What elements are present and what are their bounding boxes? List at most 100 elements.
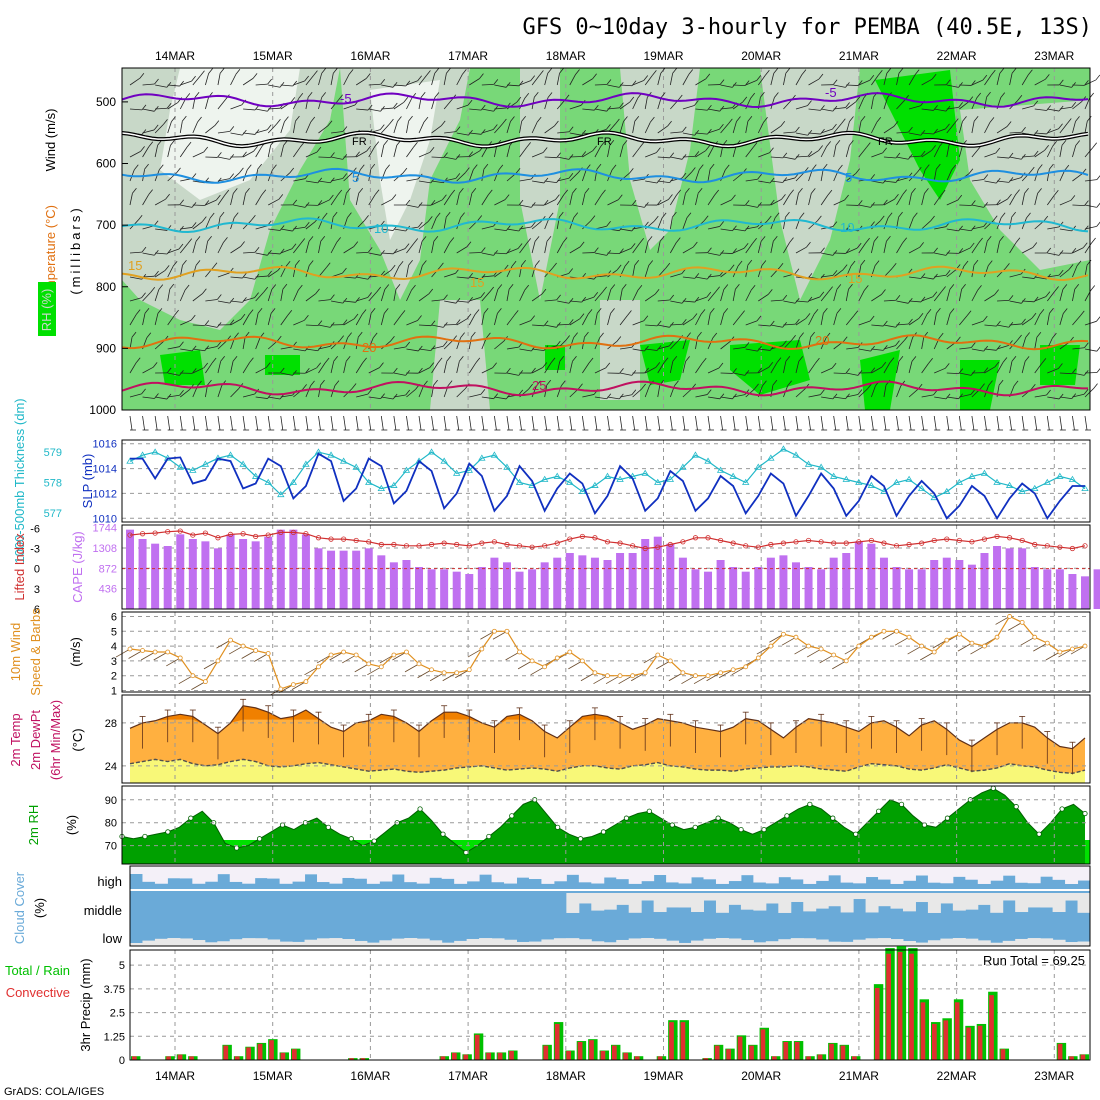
wind-barb — [959, 228, 972, 232]
wind-barb — [1047, 108, 1060, 112]
wind-barb-flag — [146, 332, 152, 339]
rh2m-point — [486, 833, 492, 840]
lifted-index-point — [315, 535, 322, 541]
wind-barb — [293, 204, 306, 208]
wind-barb-flag — [886, 236, 891, 242]
wind-barb-flag — [480, 292, 486, 298]
wind-barb — [758, 180, 771, 184]
wind-barb — [946, 396, 959, 400]
wind-barb — [632, 147, 641, 158]
wind-barb — [305, 385, 311, 398]
wind-barb — [933, 194, 942, 206]
wind-barb-flag — [548, 212, 554, 219]
wind-barb — [380, 289, 386, 302]
cape-bar — [163, 546, 172, 609]
wind-barb — [846, 101, 857, 110]
wind10m-point — [341, 649, 347, 655]
lifted-index-point — [692, 535, 699, 541]
lifted-index-point — [906, 541, 912, 548]
wind-barb — [984, 122, 991, 134]
cloud-low-gap — [840, 941, 854, 946]
wind-barb — [192, 121, 198, 134]
wind-barb-flag — [194, 91, 200, 98]
wind-barb-flag — [132, 187, 137, 194]
wind-barb — [871, 348, 884, 351]
wind-barb-flag — [882, 147, 887, 154]
wind-barb — [531, 152, 544, 158]
wind-barb-flag — [141, 129, 147, 135]
cloud-high-gap — [541, 866, 555, 884]
wind-barb-flag — [1044, 74, 1050, 80]
lifted-index-point — [1082, 543, 1088, 549]
wind-barb-flag — [300, 238, 306, 244]
wind-barb — [846, 394, 859, 398]
wind-barb-flag — [429, 362, 435, 368]
surface-barb — [192, 415, 196, 431]
cloud-high-gap — [728, 866, 742, 882]
thickness-points — [126, 445, 1089, 501]
wind-barb — [908, 74, 916, 86]
wind-barb-flag — [631, 199, 637, 206]
wind-barb — [933, 146, 941, 158]
wind-barb — [155, 228, 168, 231]
wind-barb-flag — [510, 116, 515, 122]
cloud-high-gap — [154, 866, 168, 884]
wind-barb-flag — [584, 188, 590, 194]
wind-barb — [896, 177, 909, 182]
wind10m-barb — [241, 650, 256, 659]
wind-barb — [1047, 368, 1059, 374]
wind-barb-flag — [176, 167, 181, 174]
wind-barb-flag — [430, 200, 436, 206]
wind-barb-flag — [918, 313, 924, 319]
wind-barb-flag — [870, 345, 875, 352]
wind-barb-flag — [279, 225, 285, 231]
wind-barb-flag — [579, 241, 585, 248]
wind-barb — [745, 79, 757, 86]
wind-barb — [645, 180, 658, 184]
wind-barb — [368, 313, 372, 326]
wind-barb — [469, 276, 482, 280]
contour-label: 15 — [470, 275, 484, 290]
wind-barb — [795, 337, 801, 350]
wind-barb — [179, 121, 183, 134]
wind-barb — [644, 265, 650, 278]
surface-barb — [632, 415, 636, 431]
cape-bar — [628, 553, 637, 609]
upper-frame — [121, 67, 1091, 411]
wind-barb — [255, 275, 268, 278]
wind-barb — [896, 131, 909, 134]
wind-barb — [129, 108, 142, 111]
wind-barb — [644, 293, 656, 302]
wind-barb — [129, 77, 141, 86]
wind-barb — [468, 169, 474, 182]
wind-barb-flag — [346, 188, 351, 194]
wind10m-point — [994, 634, 1000, 640]
date-tick-label: 17MAR — [448, 49, 488, 63]
wind-barb-flag — [265, 362, 271, 368]
wind-barb — [242, 314, 250, 326]
wind-barb-flag — [437, 357, 443, 364]
wind-barb-flag — [986, 236, 992, 242]
wind-barb-flag — [1026, 212, 1031, 219]
thickness-point — [251, 472, 260, 479]
wind-barb-flag — [701, 357, 707, 364]
wind-barb — [230, 104, 242, 110]
wind-barb — [167, 266, 174, 278]
wind-barb — [355, 362, 363, 374]
cloud-mid-gap — [952, 893, 966, 911]
wind-barb-flag — [420, 91, 426, 98]
wind-barb-flag — [1086, 115, 1092, 122]
wind-barb-flag — [333, 356, 339, 362]
wind-barb-flag — [353, 313, 359, 320]
thickness-point — [302, 460, 310, 467]
cloud-mid-gap — [728, 893, 742, 905]
wind-barb-flag — [798, 356, 804, 362]
wind-barb — [431, 345, 444, 350]
wind-barb-flag — [565, 335, 570, 341]
wind-barb — [632, 97, 639, 110]
wind-barb-flag — [1095, 74, 1100, 81]
rh2m-point — [165, 829, 171, 835]
wind-barb-flag — [498, 164, 504, 171]
wind-barb — [154, 198, 166, 206]
